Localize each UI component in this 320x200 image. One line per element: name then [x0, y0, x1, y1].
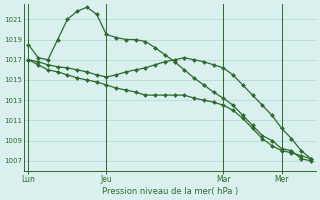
X-axis label: Pression niveau de la mer( hPa ): Pression niveau de la mer( hPa )	[101, 187, 238, 196]
